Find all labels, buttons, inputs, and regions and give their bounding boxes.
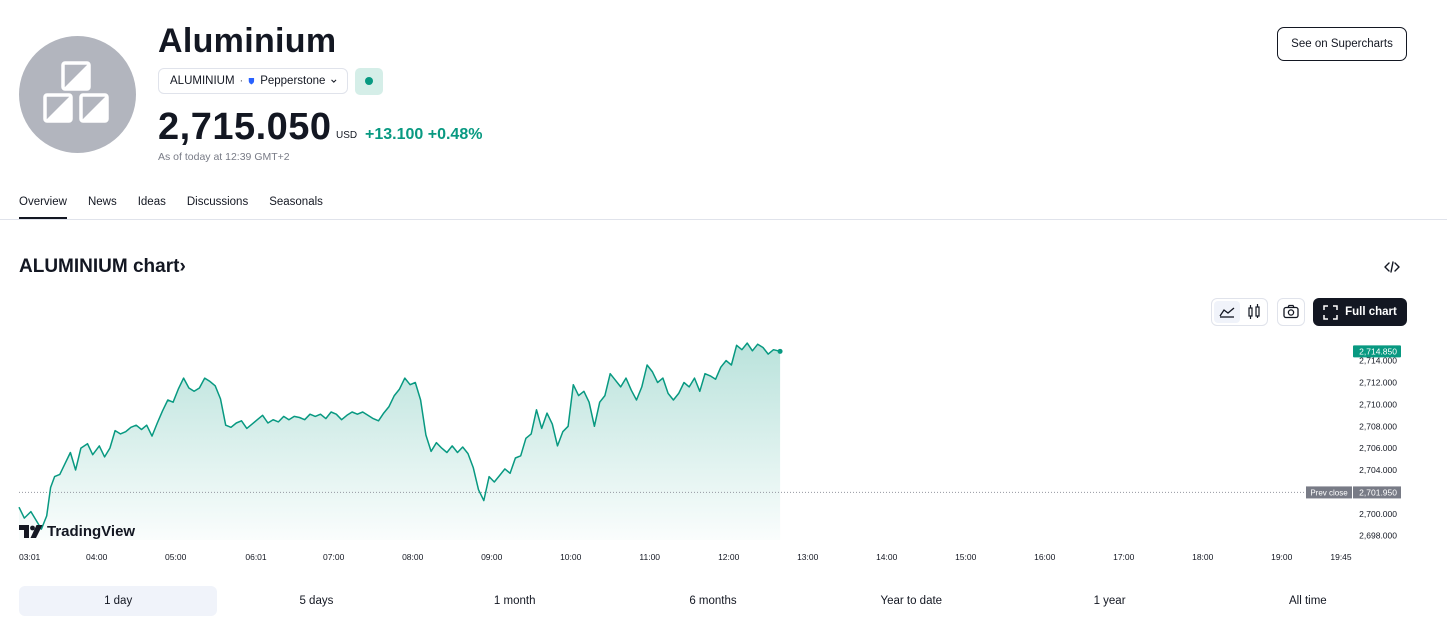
range-1-month[interactable]: 1 month: [493, 595, 536, 607]
tradingview-watermark: TradingView: [19, 523, 135, 540]
candle-style-button[interactable]: [1241, 301, 1267, 323]
status-dot-icon: [365, 77, 373, 85]
chart-style-toggle: [1211, 298, 1268, 326]
y-tick-label: 2,708.000: [1359, 421, 1397, 431]
x-tick-label: 03:01: [19, 552, 41, 562]
fullscreen-icon: [1323, 304, 1338, 320]
area-chart-icon: [1219, 307, 1235, 318]
last-price: 2,715.050: [158, 106, 332, 148]
camera-icon: [1283, 304, 1299, 319]
prev-close-value: 2,701.950: [1359, 487, 1397, 497]
x-tick-label: 15:00: [955, 552, 977, 562]
area-style-button[interactable]: [1214, 301, 1240, 323]
exchange-selector[interactable]: ALUMINIUM · Pepperstone: [158, 68, 348, 94]
price-chart[interactable]: 2,698.0002,700.0002,702.0002,704.0002,70…: [0, 330, 1447, 568]
symbol-code: ALUMINIUM: [170, 75, 235, 87]
x-tick-label: 17:00: [1113, 552, 1135, 562]
x-tick-label: 06:01: [245, 552, 267, 562]
chevron-down-icon: [331, 79, 337, 83]
as-of-timestamp: As of today at 12:39 GMT+2: [158, 151, 290, 163]
x-tick-label: 07:00: [323, 552, 345, 562]
x-tick-label: 12:00: [718, 552, 740, 562]
tradingview-wordmark: TradingView: [47, 523, 136, 540]
y-tick-label: 2,706.000: [1359, 443, 1397, 453]
price-line: [18, 342, 781, 530]
last-price-point: [777, 348, 783, 354]
price-area-fill: [19, 343, 781, 540]
range-1-day[interactable]: 1 day: [19, 586, 218, 616]
market-status-indicator[interactable]: [355, 68, 383, 95]
range-year-to-date[interactable]: Year to date: [880, 595, 943, 607]
range-6-months[interactable]: 6 months: [689, 595, 737, 607]
aluminium-blocks-icon: [43, 61, 109, 123]
last-price-label-box: [1353, 345, 1401, 358]
broker-name: Pepperstone: [260, 75, 326, 87]
see-on-supercharts-button[interactable]: See on Supercharts: [1277, 27, 1407, 61]
x-tick-label: 19:00: [1271, 552, 1293, 562]
prev-close-tag-box: [1306, 486, 1352, 499]
tab-news[interactable]: News: [87, 196, 117, 208]
range-all-time[interactable]: All time: [1288, 595, 1327, 607]
full-chart-label: Full chart: [1345, 306, 1397, 318]
x-tick-label: 05:00: [165, 552, 187, 562]
y-tick-label: 2,704.000: [1359, 465, 1397, 475]
full-chart-button[interactable]: Full chart: [1313, 298, 1407, 326]
currency-label: USD: [336, 130, 358, 141]
x-tick-label: 11:00: [639, 552, 660, 562]
tab-overview[interactable]: Overview: [19, 196, 67, 219]
separator: ·: [239, 75, 244, 87]
change-value: +13.100: [365, 126, 424, 143]
price-change: +13.100 +0.48%: [365, 126, 482, 144]
y-tick-label: 2,714.000: [1359, 356, 1397, 366]
last-price-label: 2,714.850: [1359, 346, 1397, 356]
x-tick-label: 18:00: [1192, 552, 1214, 562]
range-selector: 1 day 5 days 1 month 6 months Year to da…: [19, 586, 1407, 616]
tab-discussions[interactable]: Discussions: [186, 196, 249, 208]
chart-title-link[interactable]: ALUMINIUM chart ›: [19, 256, 186, 278]
x-tick-label: 13:00: [797, 552, 819, 562]
prev-close-tag: Prev close: [1310, 488, 1348, 497]
range-1-year[interactable]: 1 year: [1093, 595, 1126, 607]
tradingview-logo-icon: [19, 524, 43, 538]
x-tick-label: 09:00: [481, 552, 503, 562]
y-tick-label: 2,710.000: [1359, 399, 1397, 409]
tab-ideas[interactable]: Ideas: [137, 196, 166, 208]
x-tick-label: 10:00: [560, 552, 582, 562]
embed-code-icon[interactable]: [1383, 258, 1401, 276]
x-tick-label: 16:00: [1034, 552, 1056, 562]
prev-close-value-box: [1353, 486, 1401, 499]
range-5-days[interactable]: 5 days: [299, 595, 334, 607]
tab-seasonals[interactable]: Seasonals: [269, 196, 323, 208]
x-tick-label: 19:45: [1330, 552, 1352, 562]
x-tick-label: 04:00: [86, 552, 108, 562]
x-tick-label: 08:00: [402, 552, 424, 562]
x-tick-label: 14:00: [876, 552, 898, 562]
page-title: Aluminium: [158, 22, 337, 60]
chevron-right-icon: ›: [179, 256, 186, 277]
candlestick-icon: [1248, 304, 1260, 319]
pepperstone-icon: [249, 77, 255, 85]
y-tick-label: 2,712.000: [1359, 378, 1397, 388]
symbol-logo: [19, 36, 136, 153]
y-tick-label: 2,698.000: [1359, 531, 1397, 541]
tabs-divider: [0, 219, 1447, 220]
snapshot-button[interactable]: [1277, 298, 1305, 326]
tab-bar: Overview News Ideas Discussions Seasonal…: [19, 196, 344, 219]
chart-title: ALUMINIUM chart: [19, 256, 180, 277]
y-tick-label: 2,700.000: [1359, 509, 1397, 519]
change-percent: +0.48%: [427, 126, 483, 143]
